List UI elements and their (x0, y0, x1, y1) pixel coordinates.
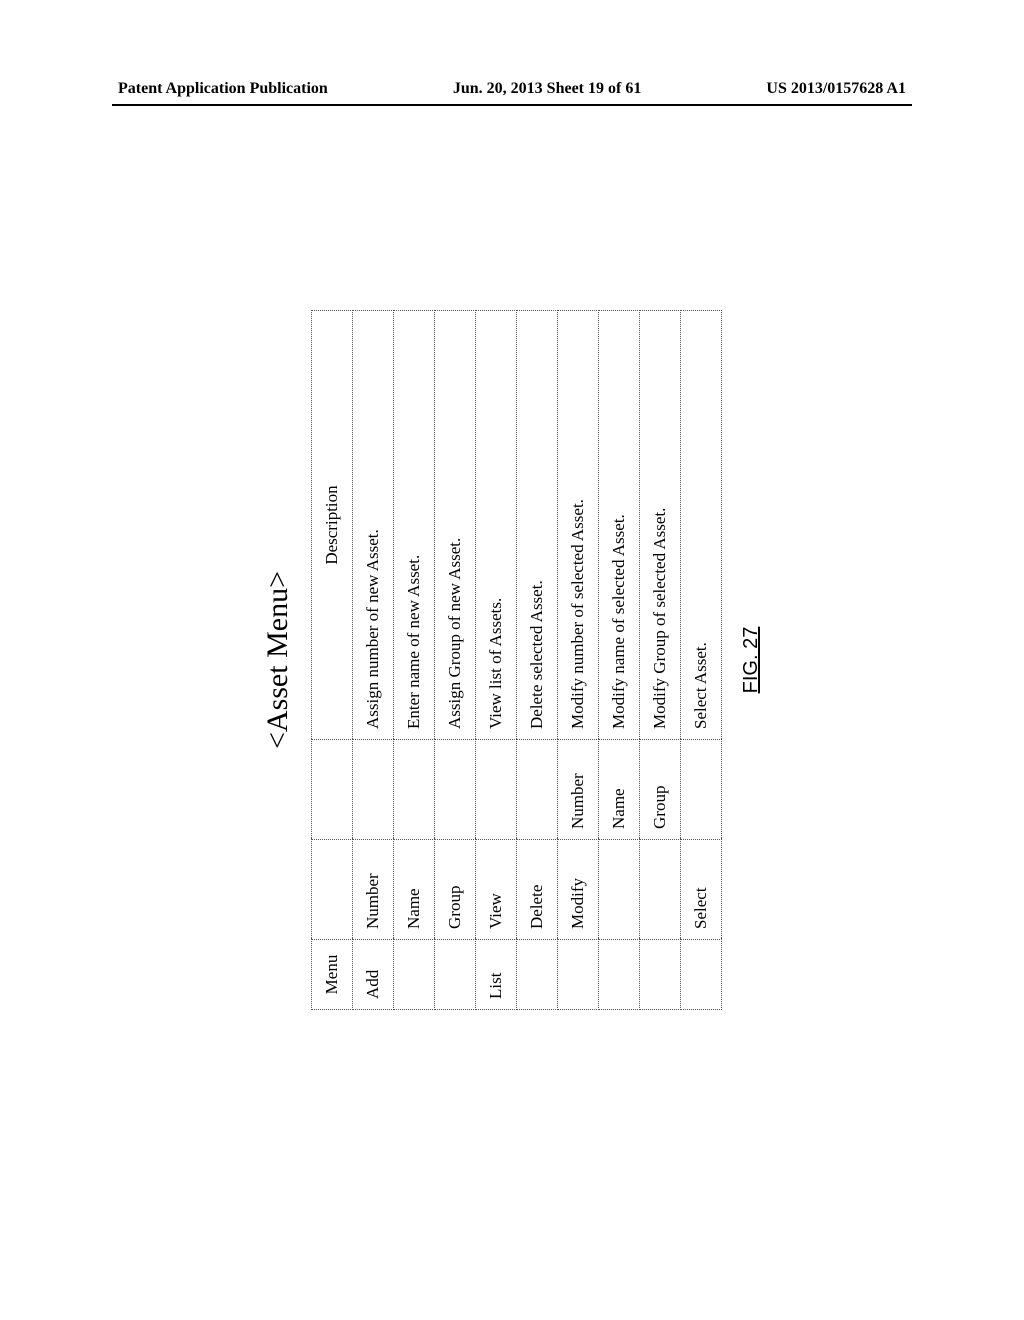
page-header: Patent Application Publication Jun. 20, … (118, 80, 906, 98)
header-rule (112, 104, 912, 106)
cell-sub2 (517, 740, 558, 840)
table-row: Name Modify name of selected Asset. (599, 311, 640, 1010)
table-row: Group Assign Group of new Asset. (435, 311, 476, 1010)
cell-sub2 (681, 740, 722, 840)
cell-desc: Enter name of new Asset. (394, 311, 435, 740)
cell-sub1: Modify (558, 840, 599, 940)
table-row: Add Number Assign number of new Asset. (353, 311, 394, 1010)
cell-menu (681, 940, 722, 1010)
cell-sub1 (599, 840, 640, 940)
cell-menu (599, 940, 640, 1010)
cell-sub2: Group (640, 740, 681, 840)
cell-menu (640, 940, 681, 1010)
col-header-sub1 (312, 840, 353, 940)
cell-menu (394, 940, 435, 1010)
asset-menu-table: Menu Description Add Number Assign numbe… (311, 310, 722, 1010)
cell-sub1: View (476, 840, 517, 940)
header-center: Jun. 20, 2013 Sheet 19 of 61 (453, 80, 641, 98)
table-row: Select Select Asset. (681, 311, 722, 1010)
table-header-row: Menu Description (312, 311, 353, 1010)
cell-desc: Delete selected Asset. (517, 311, 558, 740)
cell-sub2 (435, 740, 476, 840)
cell-sub1: Group (435, 840, 476, 940)
header-right: US 2013/0157628 A1 (766, 80, 906, 98)
table-row: Group Modify Group of selected Asset. (640, 311, 681, 1010)
cell-sub2: Number (558, 740, 599, 840)
cell-desc: Modify number of selected Asset. (558, 311, 599, 740)
table-row: List View View list of Assets. (476, 311, 517, 1010)
cell-desc: View list of Assets. (476, 311, 517, 740)
table-row: Delete Delete selected Asset. (517, 311, 558, 1010)
cell-desc: Select Asset. (681, 311, 722, 740)
cell-sub1: Name (394, 840, 435, 940)
cell-sub2 (353, 740, 394, 840)
table-row: Modify Number Modify number of selected … (558, 311, 599, 1010)
cell-desc: Modify name of selected Asset. (599, 311, 640, 740)
cell-menu: Add (353, 940, 394, 1010)
col-header-menu: Menu (312, 940, 353, 1010)
cell-sub2: Name (599, 740, 640, 840)
cell-menu (517, 940, 558, 1010)
figure-title: <Asset Menu> (261, 310, 295, 1010)
cell-sub1: Select (681, 840, 722, 940)
cell-menu (435, 940, 476, 1010)
cell-menu (558, 940, 599, 1010)
cell-sub2 (476, 740, 517, 840)
cell-sub1: Number (353, 840, 394, 940)
cell-desc: Assign Group of new Asset. (435, 311, 476, 740)
cell-menu: List (476, 940, 517, 1010)
header-left: Patent Application Publication (118, 80, 328, 98)
col-header-desc: Description (312, 311, 353, 740)
cell-sub1 (640, 840, 681, 940)
cell-sub2 (394, 740, 435, 840)
figure-container: <Asset Menu> Menu Description Add Number… (261, 310, 763, 1010)
cell-desc: Assign number of new Asset. (353, 311, 394, 740)
cell-desc: Modify Group of selected Asset. (640, 311, 681, 740)
cell-sub1: Delete (517, 840, 558, 940)
table-row: Name Enter name of new Asset. (394, 311, 435, 1010)
figure-caption: FIG. 27 (740, 310, 763, 1010)
col-header-sub2 (312, 740, 353, 840)
